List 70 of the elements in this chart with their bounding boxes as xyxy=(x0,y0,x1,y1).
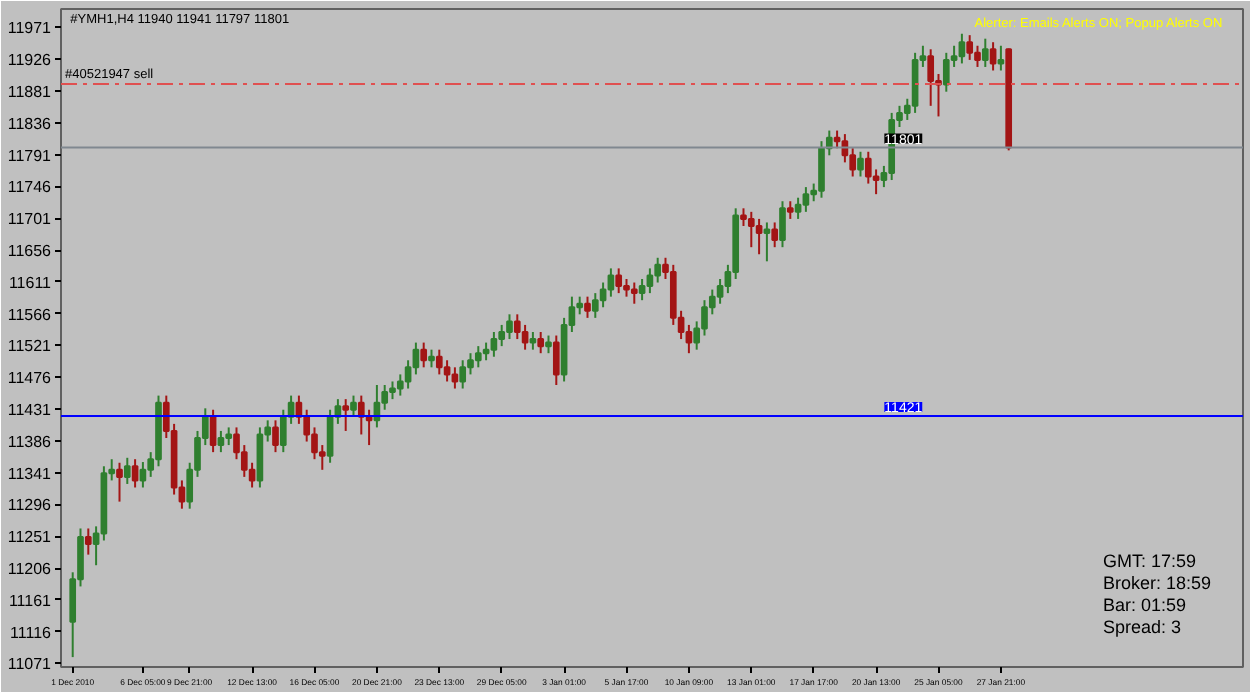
text: Spread: 3 xyxy=(1103,617,1182,637)
text: Bar: 01:59 xyxy=(1103,595,1187,615)
candlestick xyxy=(607,267,615,298)
candlestick xyxy=(981,37,989,68)
candlestick xyxy=(459,359,467,390)
candlestick xyxy=(435,348,443,376)
y-tick-label: 11971 xyxy=(7,19,53,38)
candlestick xyxy=(638,277,646,302)
candlestick xyxy=(131,458,139,489)
y-tick-label: 11341 xyxy=(7,464,53,483)
candlestick xyxy=(521,323,529,351)
candlestick xyxy=(794,196,802,220)
candlestick xyxy=(857,150,864,178)
candlestick xyxy=(474,345,482,369)
candlestick xyxy=(123,456,131,485)
candlestick xyxy=(989,41,997,72)
y-tick-label: 11251 xyxy=(7,528,53,547)
y-tick-label: 11656 xyxy=(7,242,53,261)
text: GMT: 17:59 xyxy=(1103,551,1197,571)
candlestick xyxy=(646,267,654,295)
candlestick xyxy=(747,210,755,249)
candlestick xyxy=(412,341,420,376)
y-tick-label: 11836 xyxy=(7,114,53,133)
candlestick xyxy=(615,267,623,295)
candlestick xyxy=(966,34,974,61)
text: Broker: 18:59 xyxy=(1103,573,1212,593)
candlestick xyxy=(420,341,428,369)
candlestick xyxy=(537,330,545,355)
y-tick-label: 11881 xyxy=(7,82,53,101)
candlestick xyxy=(217,429,225,454)
candlestick xyxy=(755,217,763,256)
candlestick xyxy=(997,44,1005,72)
candlestick xyxy=(771,221,779,249)
candlestick xyxy=(716,277,724,305)
candlestick xyxy=(342,398,350,432)
y-tick-label: 11521 xyxy=(7,337,53,356)
candlestick xyxy=(685,323,693,355)
candlestick xyxy=(942,51,950,93)
candlestick xyxy=(552,334,560,386)
candlestick xyxy=(116,461,123,503)
candlestick xyxy=(84,527,92,556)
y-tick-label: 11116 xyxy=(10,623,53,642)
y-tick-label: 11206 xyxy=(7,560,53,579)
candlestick xyxy=(272,419,279,454)
y-tick-label: 11701 xyxy=(7,210,53,229)
y-tick-label: 11746 xyxy=(7,178,53,197)
candlestick xyxy=(763,221,771,263)
candlestick xyxy=(584,295,591,319)
y-tick-label: 11386 xyxy=(7,432,53,451)
y-tick-label: 11791 xyxy=(7,146,53,165)
candlestick xyxy=(958,32,966,65)
y-tick-label: 11296 xyxy=(7,496,53,515)
candlestick xyxy=(490,330,498,358)
y-tick-label: 11071 xyxy=(7,655,53,674)
candlestick xyxy=(779,200,786,249)
candlestick xyxy=(802,186,810,213)
candlestick xyxy=(451,366,459,390)
y-tick-label: 11476 xyxy=(7,369,53,388)
y-tick-label: 11431 xyxy=(7,401,53,420)
candlestick xyxy=(256,426,264,489)
y-tick-label: 11161 xyxy=(8,591,53,610)
y-tick-label: 11611 xyxy=(8,273,53,292)
candlestick xyxy=(443,359,451,383)
candlestick xyxy=(139,461,147,489)
candlestick xyxy=(506,313,513,341)
y-tick-label: 11566 xyxy=(7,305,53,324)
candlestick xyxy=(630,281,638,305)
y-tick-label: 11926 xyxy=(7,51,53,70)
candlestick xyxy=(350,394,357,418)
candlestick xyxy=(599,281,607,309)
